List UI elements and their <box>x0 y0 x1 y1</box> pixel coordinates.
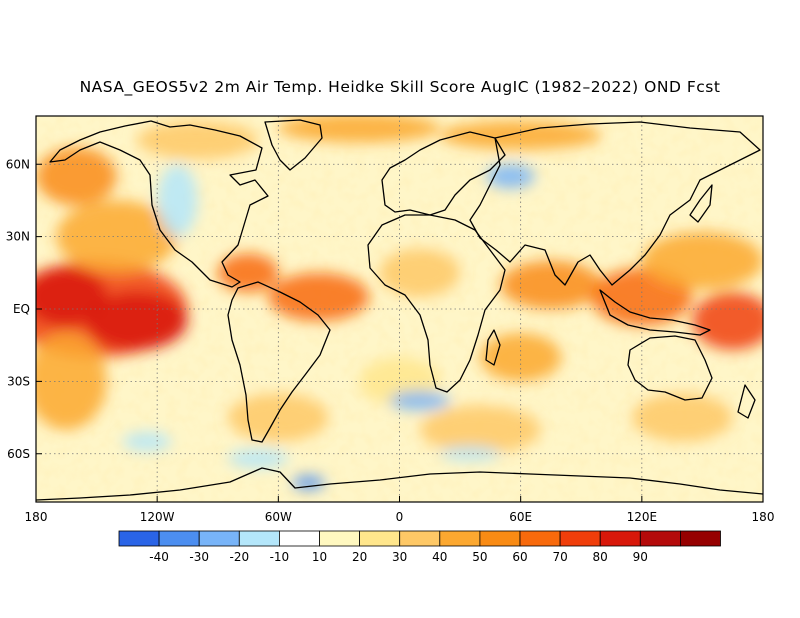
skill-region <box>268 272 370 322</box>
coast-south-america <box>227 281 331 443</box>
skill-region <box>480 333 562 382</box>
colorbar-label: -30 <box>189 550 209 564</box>
colorbar-swatch <box>559 530 601 547</box>
colorbar-swatch <box>680 530 721 547</box>
colorbar-swatch <box>439 530 481 547</box>
coast-japan <box>689 184 713 223</box>
map-title: NASA_GEOS5v2 2m Air Temp. Heidke Skill S… <box>79 78 721 96</box>
skill-region <box>136 120 259 160</box>
skill-region <box>389 391 450 411</box>
coastlines <box>36 119 763 501</box>
y-tick-label: EQ <box>13 302 30 316</box>
colorbar-swatch <box>238 530 280 547</box>
skill-region <box>692 292 763 351</box>
coast-africa <box>367 214 506 393</box>
skill-region <box>122 432 172 452</box>
coast-australia <box>627 335 713 401</box>
colorbar-swatch <box>599 530 641 547</box>
axes: 60N 30N EQ 30S 60S 180 120W 60W 0 60E 120E 180 <box>6 157 775 524</box>
coast-north-america <box>49 120 269 288</box>
coast-asia <box>469 121 761 286</box>
skill-region <box>86 292 188 351</box>
skill-region <box>217 253 279 293</box>
skill-region <box>641 231 763 290</box>
skill-region <box>500 260 602 309</box>
colorbar-label: -40 <box>149 550 169 564</box>
colorbar-swatch <box>118 530 160 547</box>
plot-area <box>36 116 763 502</box>
x-tick-label: 180 <box>25 510 48 524</box>
colorbar-label: -20 <box>229 550 249 564</box>
skill-region <box>278 116 440 143</box>
colorbar-swatch <box>519 530 561 547</box>
colorbar-swatch <box>639 530 681 547</box>
colorbar-swatch <box>198 530 240 547</box>
colorbar-swatch <box>479 530 521 547</box>
coast-antarctica <box>36 467 763 501</box>
colorbar-label: 60 <box>512 550 527 564</box>
x-tick-label: 120E <box>627 510 658 524</box>
colorbar: -40 -30 -20 -10 10 20 30 40 50 60 70 80 90 <box>118 530 721 564</box>
coast-madagascar <box>485 329 501 366</box>
grid <box>36 116 763 502</box>
skill-region <box>379 248 461 297</box>
skill-region <box>157 164 198 237</box>
skill-region <box>56 200 178 273</box>
colorbar-label: 90 <box>633 550 648 564</box>
skill-region <box>36 267 107 326</box>
skill-region <box>439 446 501 461</box>
x-tick-label: 120W <box>140 510 175 524</box>
colorbar-swatch <box>359 530 401 547</box>
colorbar-swatch <box>319 530 360 547</box>
colorbar-swatch <box>399 530 441 547</box>
skill-region <box>631 393 733 442</box>
colorbar-label: 30 <box>392 550 407 564</box>
x-tick-label: 60E <box>509 510 532 524</box>
x-tick-label: 0 <box>396 510 404 524</box>
skill-region <box>292 475 325 490</box>
skill-region <box>227 448 289 469</box>
y-tick-label: 30S <box>7 374 30 388</box>
y-tick-label: 60S <box>7 447 30 461</box>
colorbar-label: 50 <box>472 550 487 564</box>
colorbar-label: 70 <box>552 550 567 564</box>
skill-region <box>36 333 107 430</box>
y-tick-label: 30N <box>6 230 30 244</box>
x-tick-label: 180 <box>752 510 775 524</box>
skill-region <box>36 147 117 206</box>
y-tick-label: 60N <box>6 157 30 171</box>
coast-new-zealand <box>737 384 756 419</box>
colorbar-swatch <box>158 530 200 547</box>
colorbar-label: 20 <box>352 550 367 564</box>
coast-greenland <box>264 119 323 171</box>
colorbar-label: 10 <box>312 550 327 564</box>
colorbar-label: 40 <box>432 550 447 564</box>
coast-indonesia <box>599 289 711 336</box>
x-tick-label: 60W <box>265 510 292 524</box>
colorbar-swatch <box>278 530 320 547</box>
coast-europe <box>381 131 506 216</box>
skill-region <box>419 405 541 454</box>
skill-region <box>486 164 535 189</box>
colorbar-label: 80 <box>593 550 608 564</box>
colorbar-label: -10 <box>270 550 290 564</box>
